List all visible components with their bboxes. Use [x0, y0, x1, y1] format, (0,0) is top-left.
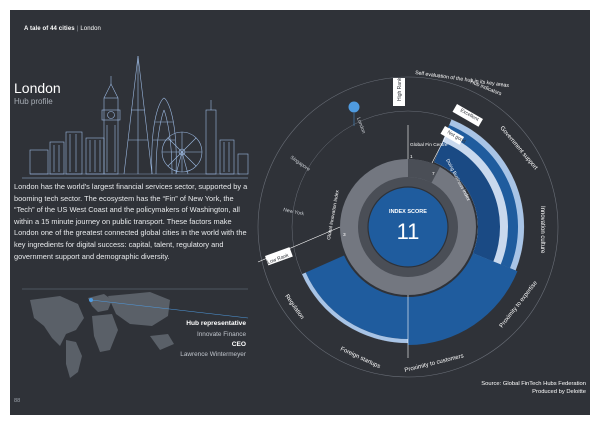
not-good-badge [440, 125, 465, 145]
london-map-marker [89, 298, 93, 302]
producer-note: Produced by Deloitte [532, 389, 586, 395]
area-foreign-startups: Foreign startups [339, 346, 381, 370]
header-separator: | [76, 26, 79, 32]
city-new-york: New York [283, 207, 305, 217]
area-proximity-customers: Proximity to customers [404, 353, 464, 374]
gfc-value: 1 [410, 154, 413, 160]
score-center [368, 187, 448, 267]
london-rank-dot [348, 101, 360, 113]
low-rank-badge [265, 247, 293, 266]
segment-bottom-left-light [302, 272, 408, 343]
segment-blue-dark [434, 141, 500, 262]
dbi-value: 7 [432, 171, 435, 177]
map-pointer-line [90, 299, 249, 319]
header-section: London [80, 26, 101, 32]
city-london: London [355, 117, 366, 135]
score-label: INDEX SCORE [389, 209, 427, 215]
segment-bottom-right [408, 253, 518, 345]
gii-label: Global Innovation Index [326, 189, 341, 240]
hub-representative-label: Hub representative [186, 320, 246, 327]
world-map [30, 292, 174, 378]
city-description: London has the world’s largest financial… [14, 182, 248, 261]
score-value: 11 [397, 219, 420, 244]
ceo-label: CEO [231, 341, 246, 348]
area-regulation: Regulation [283, 294, 304, 321]
score-center-ring [367, 186, 449, 268]
hub-representative-name: Innovate Finance [196, 331, 246, 338]
outer-guide-ring [257, 76, 559, 378]
london-skyline-illustration [22, 55, 249, 179]
city-title: London [14, 80, 61, 96]
page-header: A tale of 44 cities | London [24, 26, 101, 32]
excellent-badge [452, 104, 483, 127]
hub-wheel-chart [257, 76, 559, 378]
segment-bottom-left [305, 255, 408, 339]
source-note: Source: Global FinTech Hubs Federation [481, 381, 586, 387]
city-subtitle: Hub profile [14, 97, 53, 106]
area-innovation-culture: Innovation culture [539, 206, 545, 254]
city-singapore: Singapore [289, 155, 311, 173]
gfc-label: Global Fin Centre [410, 142, 448, 148]
high-rank-text: High Rank [397, 77, 403, 101]
page-number: 88 [14, 398, 21, 404]
high-rank-badge [393, 78, 405, 106]
gii-value: 3 [343, 232, 346, 238]
top-evaluation-label: Self evaluation of the hub in its key ar… [415, 70, 510, 89]
ceo-name: Lawrence Wintermeyer [180, 351, 246, 358]
header-title: A tale of 44 cities [24, 26, 75, 32]
grey-ring-dark-wedge [408, 159, 440, 183]
